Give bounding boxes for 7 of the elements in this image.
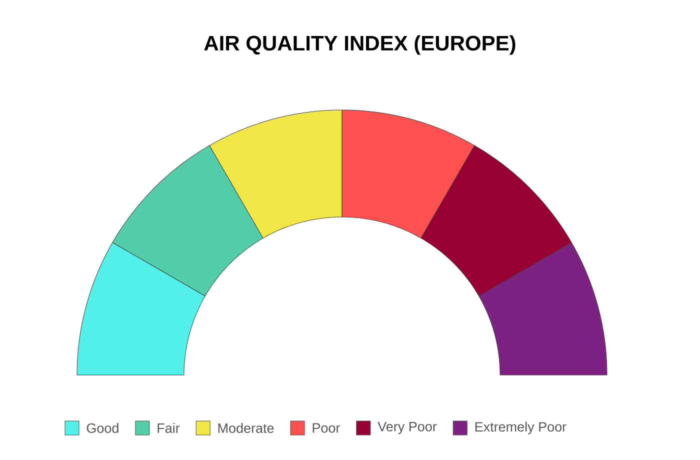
chart-title: AIR QUALITY INDEX (EUROPE) [204,35,516,55]
legend-label: Good [86,423,118,433]
legend-label: Very Poor [378,422,437,434]
legend-label: Poor [312,423,340,433]
legend-label: Fair [158,423,180,433]
legend-label: Extremely Poor [475,422,566,434]
legend-label: Moderate [218,423,274,433]
